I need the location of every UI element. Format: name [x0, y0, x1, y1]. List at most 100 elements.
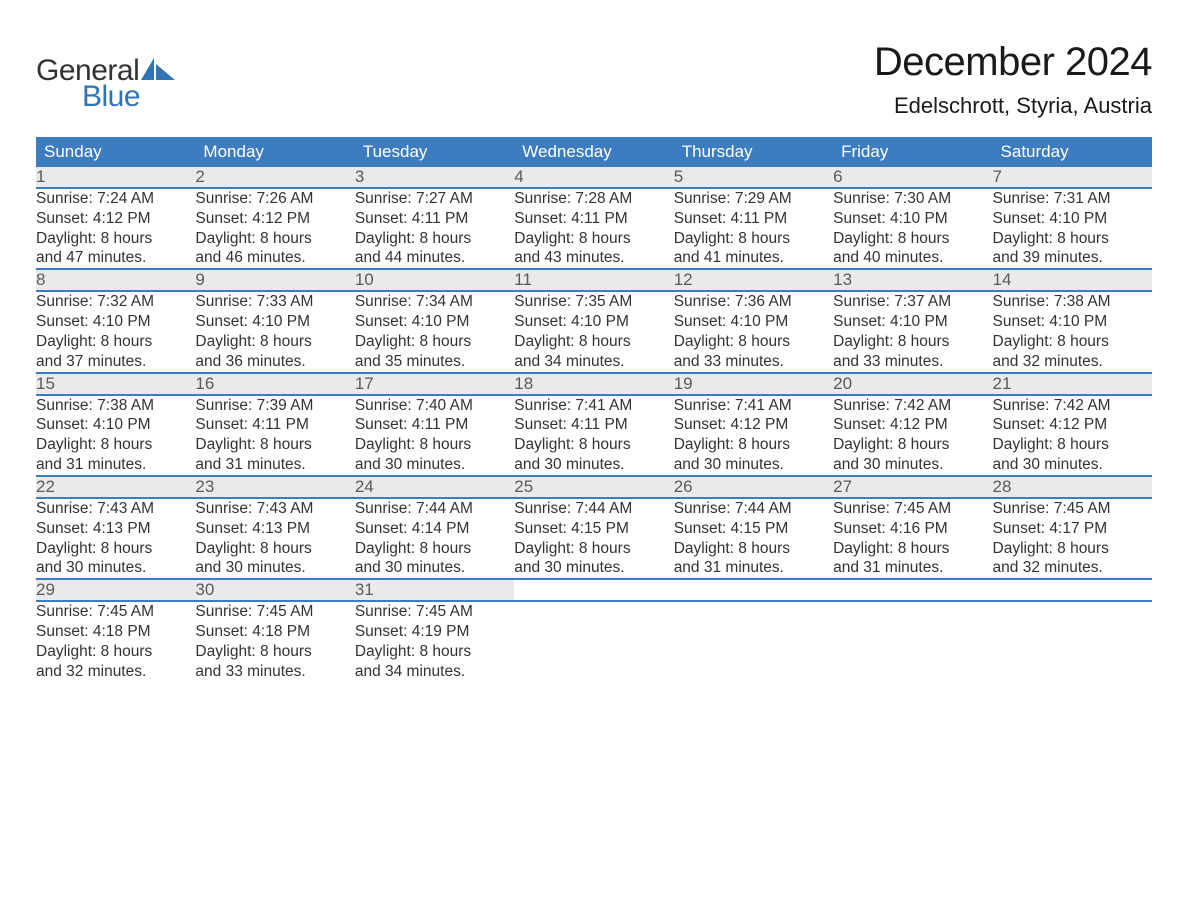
day-dl1: Daylight: 8 hours: [514, 539, 673, 559]
day-dl2: and 36 minutes.: [195, 352, 354, 372]
day-number: 9: [195, 269, 354, 291]
day-number: 16: [195, 373, 354, 395]
day-sunrise: Sunrise: 7:42 AM: [833, 396, 992, 416]
col-sunday: Sunday: [36, 137, 195, 167]
day-dl2: and 32 minutes.: [993, 352, 1152, 372]
day-dl2: and 34 minutes.: [355, 662, 514, 682]
day-detail-cell: Sunrise: 7:44 AMSunset: 4:15 PMDaylight:…: [674, 498, 833, 579]
day-sunset: Sunset: 4:12 PM: [993, 415, 1152, 435]
day-sunset: Sunset: 4:15 PM: [674, 519, 833, 539]
day-sunset: Sunset: 4:13 PM: [36, 519, 195, 539]
day-number: 11: [514, 269, 673, 291]
day-number: [674, 579, 833, 601]
logo: General Blue: [36, 40, 175, 114]
day-dl1: Daylight: 8 hours: [993, 229, 1152, 249]
day-sunrise: Sunrise: 7:45 AM: [355, 602, 514, 622]
day-detail-cell: Sunrise: 7:38 AMSunset: 4:10 PMDaylight:…: [36, 395, 195, 476]
day-sunset: Sunset: 4:11 PM: [514, 415, 673, 435]
day-sunset: Sunset: 4:12 PM: [36, 209, 195, 229]
col-monday: Monday: [195, 137, 354, 167]
day-detail-cell: Sunrise: 7:45 AMSunset: 4:19 PMDaylight:…: [355, 601, 514, 689]
day-detail-cell: Sunrise: 7:27 AMSunset: 4:11 PMDaylight:…: [355, 188, 514, 269]
day-detail-cell: Sunrise: 7:24 AMSunset: 4:12 PMDaylight:…: [36, 188, 195, 269]
day-dl2: and 34 minutes.: [514, 352, 673, 372]
day-dl2: and 31 minutes.: [195, 455, 354, 475]
day-sunset: Sunset: 4:11 PM: [514, 209, 673, 229]
day-dl1: Daylight: 8 hours: [195, 332, 354, 352]
location-text: Edelschrott, Styria, Austria: [874, 93, 1152, 119]
day-sunset: Sunset: 4:10 PM: [833, 312, 992, 332]
col-wednesday: Wednesday: [514, 137, 673, 167]
day-sunrise: Sunrise: 7:44 AM: [514, 499, 673, 519]
week-daynum-row: 1234567: [36, 167, 1152, 188]
week-daynum-row: 22232425262728: [36, 476, 1152, 498]
day-sunset: Sunset: 4:19 PM: [355, 622, 514, 642]
day-dl2: and 31 minutes.: [833, 558, 992, 578]
day-detail-cell: Sunrise: 7:45 AMSunset: 4:18 PMDaylight:…: [195, 601, 354, 689]
day-number: 26: [674, 476, 833, 498]
day-dl1: Daylight: 8 hours: [833, 332, 992, 352]
day-sunset: Sunset: 4:10 PM: [36, 312, 195, 332]
day-dl1: Daylight: 8 hours: [993, 332, 1152, 352]
month-title: December 2024: [874, 40, 1152, 85]
day-number: 15: [36, 373, 195, 395]
day-dl1: Daylight: 8 hours: [674, 229, 833, 249]
calendar-table: Sunday Monday Tuesday Wednesday Thursday…: [36, 137, 1152, 690]
day-sunset: Sunset: 4:10 PM: [993, 209, 1152, 229]
col-saturday: Saturday: [993, 137, 1152, 167]
day-sunset: Sunset: 4:18 PM: [36, 622, 195, 642]
day-sunset: Sunset: 4:14 PM: [355, 519, 514, 539]
week-daynum-row: 891011121314: [36, 269, 1152, 291]
day-dl1: Daylight: 8 hours: [195, 435, 354, 455]
title-block: December 2024 Edelschrott, Styria, Austr…: [874, 40, 1152, 119]
day-detail-cell: Sunrise: 7:44 AMSunset: 4:15 PMDaylight:…: [514, 498, 673, 579]
week-detail-row: Sunrise: 7:45 AMSunset: 4:18 PMDaylight:…: [36, 601, 1152, 689]
day-detail-cell: Sunrise: 7:42 AMSunset: 4:12 PMDaylight:…: [833, 395, 992, 476]
day-dl2: and 31 minutes.: [36, 455, 195, 475]
day-dl2: and 33 minutes.: [674, 352, 833, 372]
day-sunrise: Sunrise: 7:45 AM: [993, 499, 1152, 519]
day-detail-cell: Sunrise: 7:44 AMSunset: 4:14 PMDaylight:…: [355, 498, 514, 579]
day-number: 2: [195, 167, 354, 188]
day-dl1: Daylight: 8 hours: [833, 229, 992, 249]
day-sunrise: Sunrise: 7:27 AM: [355, 189, 514, 209]
day-detail-cell: Sunrise: 7:28 AMSunset: 4:11 PMDaylight:…: [514, 188, 673, 269]
day-dl2: and 41 minutes.: [674, 248, 833, 268]
day-number: 6: [833, 167, 992, 188]
day-dl2: and 32 minutes.: [36, 662, 195, 682]
day-number: 31: [355, 579, 514, 601]
day-number: 13: [833, 269, 992, 291]
col-tuesday: Tuesday: [355, 137, 514, 167]
day-dl1: Daylight: 8 hours: [36, 332, 195, 352]
day-sunrise: Sunrise: 7:41 AM: [514, 396, 673, 416]
day-detail-cell: Sunrise: 7:36 AMSunset: 4:10 PMDaylight:…: [674, 291, 833, 372]
day-sunrise: Sunrise: 7:36 AM: [674, 292, 833, 312]
day-detail-cell: Sunrise: 7:43 AMSunset: 4:13 PMDaylight:…: [195, 498, 354, 579]
day-dl1: Daylight: 8 hours: [36, 642, 195, 662]
day-dl2: and 39 minutes.: [993, 248, 1152, 268]
day-dl1: Daylight: 8 hours: [195, 642, 354, 662]
day-detail-cell: Sunrise: 7:45 AMSunset: 4:18 PMDaylight:…: [36, 601, 195, 689]
day-detail-cell: Sunrise: 7:29 AMSunset: 4:11 PMDaylight:…: [674, 188, 833, 269]
day-detail-cell: Sunrise: 7:45 AMSunset: 4:17 PMDaylight:…: [993, 498, 1152, 579]
day-dl2: and 30 minutes.: [674, 455, 833, 475]
day-detail-cell: Sunrise: 7:41 AMSunset: 4:11 PMDaylight:…: [514, 395, 673, 476]
day-number: 10: [355, 269, 514, 291]
day-detail-cell: [833, 601, 992, 689]
day-detail-cell: Sunrise: 7:43 AMSunset: 4:13 PMDaylight:…: [36, 498, 195, 579]
day-sunrise: Sunrise: 7:45 AM: [36, 602, 195, 622]
day-dl1: Daylight: 8 hours: [674, 332, 833, 352]
day-dl1: Daylight: 8 hours: [36, 435, 195, 455]
day-dl2: and 37 minutes.: [36, 352, 195, 372]
day-detail-cell: Sunrise: 7:30 AMSunset: 4:10 PMDaylight:…: [833, 188, 992, 269]
day-dl2: and 44 minutes.: [355, 248, 514, 268]
week-detail-row: Sunrise: 7:32 AMSunset: 4:10 PMDaylight:…: [36, 291, 1152, 372]
day-dl1: Daylight: 8 hours: [674, 539, 833, 559]
header-row: Sunday Monday Tuesday Wednesday Thursday…: [36, 137, 1152, 167]
day-dl2: and 47 minutes.: [36, 248, 195, 268]
day-number: 30: [195, 579, 354, 601]
day-sunset: Sunset: 4:12 PM: [195, 209, 354, 229]
day-sunrise: Sunrise: 7:34 AM: [355, 292, 514, 312]
day-number: 25: [514, 476, 673, 498]
day-sunset: Sunset: 4:16 PM: [833, 519, 992, 539]
